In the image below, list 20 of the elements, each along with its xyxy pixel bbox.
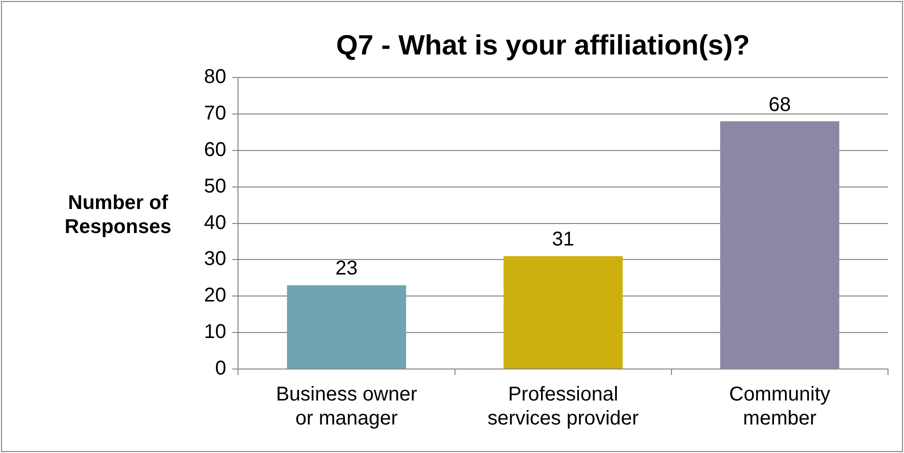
y-tick-label: 30: [204, 248, 226, 270]
y-tick-label: 0: [215, 358, 226, 380]
y-tick-label: 60: [204, 138, 226, 161]
chart-title: Q7 - What is your affiliation(s)?: [336, 30, 750, 61]
x-tick-label: Community member: [729, 384, 830, 430]
y-axis-title: Number of Responses: [64, 192, 172, 238]
data-label: 31: [552, 228, 574, 251]
y-tick-label: 40: [204, 212, 226, 234]
bar: [504, 256, 623, 368]
y-tick-label: 70: [204, 102, 226, 125]
y-tick-label: 80: [204, 66, 226, 88]
x-tick-label: Professional services provider: [488, 384, 640, 430]
bar: [286, 285, 406, 368]
data-label: 23: [335, 258, 358, 280]
x-tick-label: Business owner or manager: [276, 384, 418, 430]
data-label: 68: [768, 94, 791, 116]
y-tick-label: 50: [204, 175, 226, 198]
y-tick-label: 10: [204, 321, 226, 344]
bar: [720, 121, 840, 368]
y-tick-label: 20: [204, 284, 226, 307]
